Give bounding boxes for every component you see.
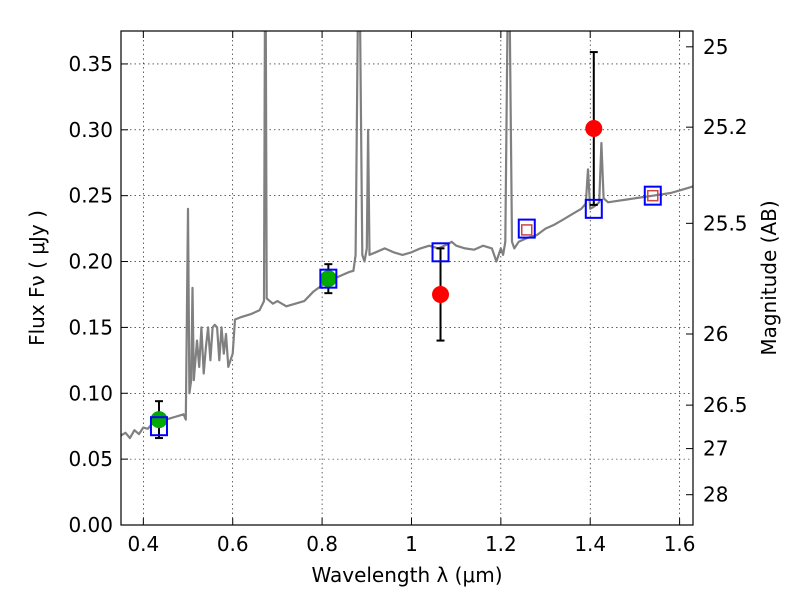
right-tick-label: 27 (703, 437, 728, 461)
data-markers (149, 119, 662, 437)
right-tick-label: 25.2 (703, 115, 748, 139)
right-tick-label: 25 (703, 35, 728, 59)
model-square-marker (517, 218, 536, 239)
y-tick-label: 0.35 (68, 52, 113, 76)
plot-background (121, 31, 693, 525)
right-tick-label: 26.5 (703, 393, 748, 417)
x-tick-label: 1 (405, 532, 418, 556)
sed-line-path (121, 31, 693, 440)
x-tick-label: 0.6 (217, 532, 249, 556)
x-tick-label: 0.8 (306, 532, 338, 556)
y-axis-label-left: Flux Fν ( μJy ) (25, 210, 49, 346)
model-square-marker (584, 198, 603, 219)
x-tick-label: 1.2 (485, 532, 517, 556)
axis-ticks: 0.4 0.6 0.8 1 1.2 1.4 1.6 0.00 0.05 0.10 0.15 0.20 0… (68, 31, 748, 556)
model-square-marker (149, 416, 168, 437)
model-square-marker (319, 268, 338, 289)
x-axis-label: Wavelength λ (μm) (311, 563, 502, 587)
x-tick-label: 0.4 (127, 532, 159, 556)
y-tick-label: 0.30 (68, 118, 113, 142)
y-tick-label: 0.15 (68, 315, 113, 339)
data-point-marker (432, 285, 450, 303)
plot-frame (120, 30, 694, 526)
synthetic-square-marker (521, 224, 533, 236)
y-tick-label: 0.25 (68, 184, 113, 208)
y-tick-label: 0.20 (68, 250, 113, 274)
right-tick-label: 28 (703, 483, 728, 507)
y-tick-label: 0.00 (68, 513, 113, 537)
x-tick-label: 1.4 (574, 532, 606, 556)
data-point-marker (150, 411, 168, 429)
y-tick-label: 0.10 (68, 381, 113, 405)
y-axis-label-right: Magnitude (AB) (757, 200, 781, 355)
model-square-marker (643, 185, 662, 206)
synthetic-square-marker (647, 189, 659, 202)
model-square-marker (431, 242, 450, 263)
sed-model-line (121, 31, 693, 440)
data-point-marker (585, 119, 603, 137)
data-point-marker (319, 270, 337, 288)
right-tick-label: 26 (703, 322, 728, 346)
x-tick-label: 1.6 (664, 532, 696, 556)
y-tick-label: 0.05 (68, 447, 113, 471)
right-tick-label: 25.5 (703, 211, 748, 235)
